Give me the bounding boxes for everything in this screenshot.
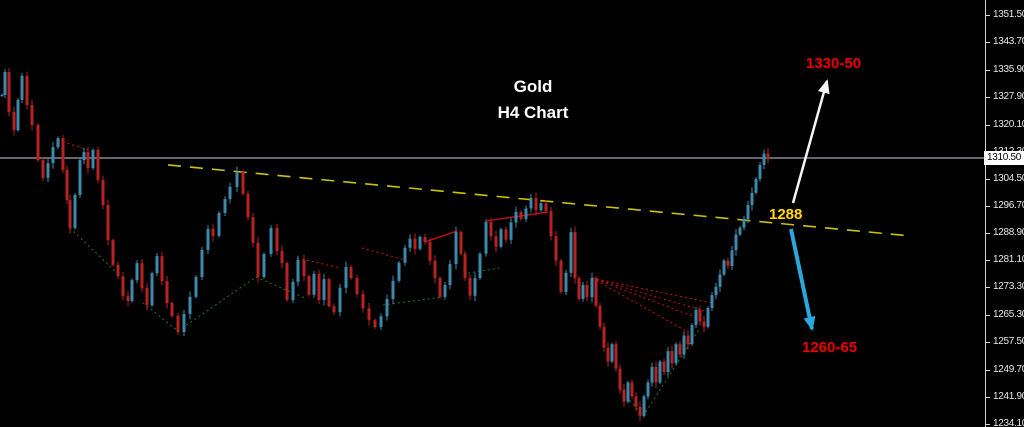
zigzag-red-dotted (57, 139, 713, 333)
chart-title: Gold H4 Chart (438, 74, 628, 126)
price-axis-tick-mark (986, 124, 990, 126)
upper-target-label[interactable]: 1330-50 (806, 55, 862, 72)
price-axis-tick-mark (986, 287, 990, 289)
price-axis-tick-mark (986, 369, 990, 371)
price-axis-tick-label: 1234.10 (993, 417, 1024, 427)
price-axis-tick-mark (986, 42, 990, 44)
price-axis-tick-mark (986, 233, 990, 235)
price-axis-tick-label: 1257.50 (993, 336, 1024, 348)
descending-trendline[interactable] (167, 164, 911, 237)
price-axis-tick-label: 1249.70 (993, 363, 1024, 375)
chart-title-timeframe: H4 Chart (497, 103, 569, 122)
price-axis-tick-label: 1343.70 (993, 36, 1024, 48)
price-axis-tick-mark (986, 342, 990, 344)
price-axis-tick-label: 1327.90 (993, 91, 1024, 103)
price-axis-tick-label: 1288.90 (993, 227, 1024, 239)
price-axis-tick-mark (986, 15, 990, 17)
price-axis-tick-mark (986, 178, 990, 180)
price-axis-tick-mark (986, 206, 990, 208)
price-axis-tick-label: 1281.10 (993, 254, 1024, 266)
price-axis-tick-label: 1320.10 (993, 118, 1024, 130)
chart-title-symbol: Gold (513, 77, 553, 96)
price-axis-tick-mark (986, 260, 990, 262)
price-axis-tick-mark (986, 423, 990, 425)
price-axis-tick-mark (986, 396, 990, 398)
price-axis-tick-mark (986, 315, 990, 317)
breakout-level-label[interactable]: 1288 (769, 206, 803, 223)
price-axis-tick-label: 1351.50 (993, 9, 1024, 21)
price-axis-tick-mark (986, 97, 990, 99)
price-axis[interactable]: 1351.501343.701335.901327.901320.101312.… (985, 0, 1024, 427)
bullish-projection-arrow[interactable] (791, 79, 830, 204)
price-axis-tick-label: 1304.50 (993, 172, 1024, 184)
price-axis-tick-label: 1273.30 (993, 281, 1024, 293)
zigzag-green-dotted (69, 227, 701, 417)
lower-target-label[interactable]: 1260-65 (802, 339, 858, 356)
price-axis-tick-label: 1296.70 (993, 200, 1024, 212)
price-axis-tick-label: 1265.30 (993, 309, 1024, 321)
candlestick-series (0, 67, 770, 422)
price-axis-tick-mark (986, 69, 990, 71)
bearish-projection-arrow[interactable] (789, 228, 816, 331)
price-axis-tick-label: 1241.90 (993, 390, 1024, 402)
price-axis-tick-label: 1335.90 (993, 63, 1024, 75)
current-price-tag: 1310.50 (984, 151, 1024, 165)
